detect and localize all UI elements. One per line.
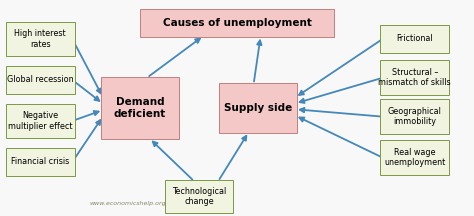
FancyBboxPatch shape (380, 25, 449, 53)
Text: Technological
change: Technological change (172, 187, 226, 206)
FancyBboxPatch shape (6, 148, 75, 176)
Text: Frictional: Frictional (396, 34, 433, 43)
Text: Geographical
immobility: Geographical immobility (388, 107, 442, 126)
FancyBboxPatch shape (140, 9, 334, 37)
FancyBboxPatch shape (100, 77, 179, 139)
FancyBboxPatch shape (164, 180, 233, 213)
FancyBboxPatch shape (380, 60, 449, 95)
Text: Negative
multiplier effect: Negative multiplier effect (8, 111, 73, 131)
Text: Financial crisis: Financial crisis (11, 157, 69, 167)
Text: Supply side: Supply side (224, 103, 292, 113)
FancyBboxPatch shape (380, 99, 449, 134)
FancyBboxPatch shape (219, 83, 298, 133)
Text: Causes of unemployment: Causes of unemployment (163, 18, 311, 28)
FancyBboxPatch shape (6, 66, 75, 94)
FancyBboxPatch shape (6, 104, 75, 138)
FancyBboxPatch shape (6, 22, 75, 56)
Text: www.economicshelp.org: www.economicshelp.org (90, 200, 166, 206)
Text: High interest
rates: High interest rates (15, 29, 66, 49)
Text: Global recession: Global recession (7, 75, 73, 84)
Text: Demand
deficient: Demand deficient (114, 97, 166, 119)
Text: Real wage
unemployment: Real wage unemployment (384, 148, 446, 167)
Text: Structural –
mismatch of skills: Structural – mismatch of skills (378, 68, 451, 87)
FancyBboxPatch shape (380, 140, 449, 175)
